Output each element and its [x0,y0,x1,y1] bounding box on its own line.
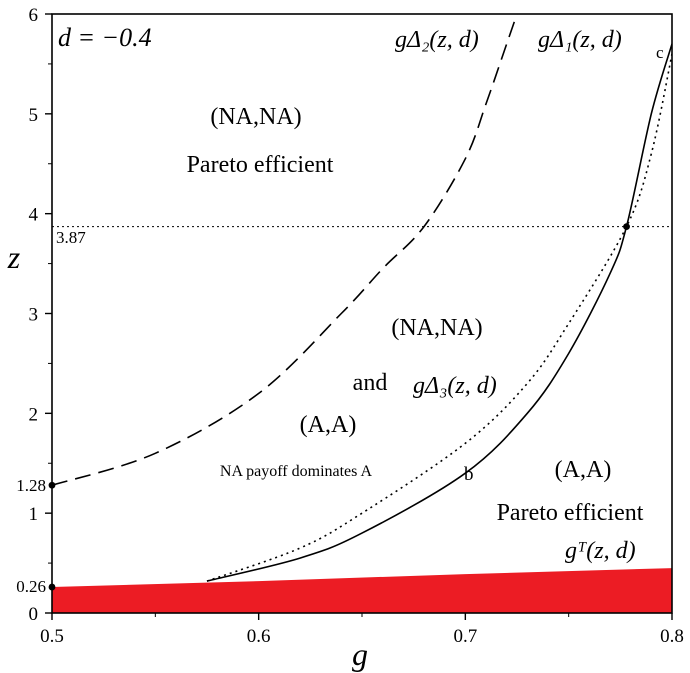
marked-point-1 [48,481,56,489]
y-tick-label: 5 [29,105,39,126]
y-tick-label: 2 [29,404,39,425]
x-tick-label: 0.7 [453,626,477,647]
point-value-label-1-28: 1.28 [16,476,46,495]
y-tick-label: 1 [29,504,39,525]
point-value-label-0-26: 0.26 [16,577,46,596]
y-tick-label: 4 [29,205,39,226]
y-tick-label: 3 [29,305,39,326]
series-line-3 [206,53,672,582]
region-middle-label-line1: (NA,NA) [391,315,482,341]
x-tick-label: 0.8 [660,626,684,647]
tick-layer: 0.5 0.6 0.7 0.8 0 1 2 3 4 5 6 [29,5,684,647]
curve-label-g-delta3: gΔ₃(z, d) [413,373,497,399]
region-top-label-line2: Pareto efficient [187,152,334,178]
region-middle-label-line2: and [353,370,388,396]
red-region-g-t [52,568,672,613]
point-c-label: c [656,43,664,62]
y-tick-label: 0 [29,604,39,625]
region-middle-label-line3: (A,A) [300,412,357,438]
region-middle-note: NA payoff dominates A [220,463,373,480]
x-tick-label: 0.6 [247,626,271,647]
region-right-label-line1: (A,A) [555,457,612,483]
curve-label-g-delta1: gΔ₁(z, d) [538,27,622,53]
parameter-label: d = −0.4 [58,23,152,52]
curve-label-g-delta2: gΔ₂(z, d) [395,27,479,53]
marked-point-2 [48,583,56,591]
region-right-label-line2: Pareto efficient [497,500,644,526]
x-tick-label: 0.5 [40,626,64,647]
marked-point-3 [623,223,630,231]
y-tick-label: 6 [29,5,39,26]
hline-value-label: 3.87 [56,228,86,247]
series-line-1 [52,14,518,486]
fill-layer [52,568,672,613]
point-b-label: b [464,464,474,485]
curve-layer [52,14,672,582]
series-line-2 [206,43,672,582]
point-layer [48,223,630,591]
x-axis-title: g [352,636,368,672]
region-top-label-line1: (NA,NA) [210,104,301,130]
y-axis-title: z [7,239,21,275]
curve-label-g-t: gᵀ(z, d) [565,538,636,564]
